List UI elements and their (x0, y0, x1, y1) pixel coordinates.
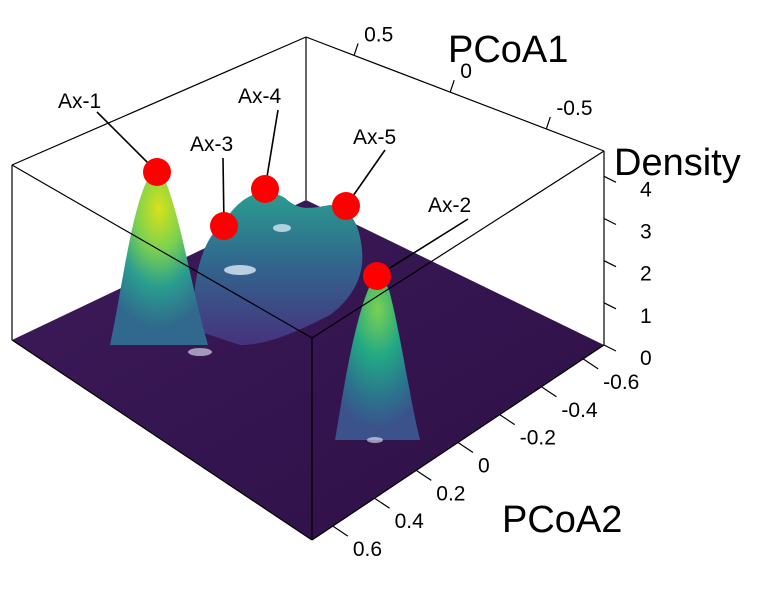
x-tick-label: 0 (460, 60, 472, 83)
peak-label: Ax-2 (428, 194, 471, 217)
peak-label: Ax-4 (238, 85, 282, 108)
peak-marker (251, 175, 279, 203)
z-axis-title: Density (614, 142, 741, 184)
surface-peak-ax1 (110, 175, 208, 345)
peak-leader-line (376, 218, 469, 277)
peak-label: Ax-5 (353, 126, 396, 149)
y-tick-label: 0.2 (436, 482, 465, 505)
y-tick-label: 0.4 (395, 510, 425, 533)
peak-marker (143, 158, 171, 186)
box-back (11, 36, 605, 345)
z-tick-label: 1 (640, 305, 652, 328)
peak-marker (363, 262, 391, 290)
z-tick-label: 3 (640, 220, 652, 243)
y-tick-label: -0.2 (520, 427, 556, 450)
y-tick-mark (332, 525, 349, 537)
x-tick-mark (449, 79, 455, 93)
surface-highlight (273, 224, 291, 232)
y-tick-mark (374, 497, 390, 509)
x-tick-mark (545, 116, 551, 130)
z-tick-mark (603, 175, 617, 183)
x-tick-mark (353, 43, 359, 56)
y-tick-mark (499, 414, 516, 426)
y-tick-label: -0.4 (561, 399, 598, 422)
peak-label: Ax-3 (190, 133, 233, 156)
surface-highlight (224, 265, 256, 275)
peak-marker (332, 192, 360, 220)
y-tick-mark (457, 442, 474, 453)
y-tick-mark (541, 386, 557, 398)
z-tick-mark (603, 260, 617, 268)
z-tick-mark (603, 217, 617, 226)
y-tick-label: 0.6 (353, 538, 382, 561)
y-tick-mark (415, 469, 432, 481)
surface-peak-ax2 (335, 281, 420, 440)
z-tick-label: 4 (640, 178, 652, 201)
z-tick-mark (603, 302, 617, 310)
z-tick-label: 2 (640, 263, 652, 286)
peak-leader-line (96, 111, 158, 173)
density-surface (12, 175, 604, 540)
surface-highlight (188, 348, 212, 356)
x-tick-label: 0.5 (364, 23, 393, 46)
peak-marker (210, 212, 238, 240)
y-tick-mark (582, 358, 599, 370)
x-tick-label: -0.5 (556, 97, 592, 120)
z-tick-label: 0 (640, 347, 652, 370)
y-tick-label: 0 (478, 455, 490, 478)
x-axis-title: PCoA1 (448, 29, 568, 71)
surface-highlight (367, 437, 383, 443)
z-tick-mark (603, 344, 617, 352)
y-tick-label: -0.6 (603, 371, 639, 394)
peak-label: Ax-1 (58, 90, 101, 113)
y-axis-title: PCoA2 (502, 499, 622, 541)
